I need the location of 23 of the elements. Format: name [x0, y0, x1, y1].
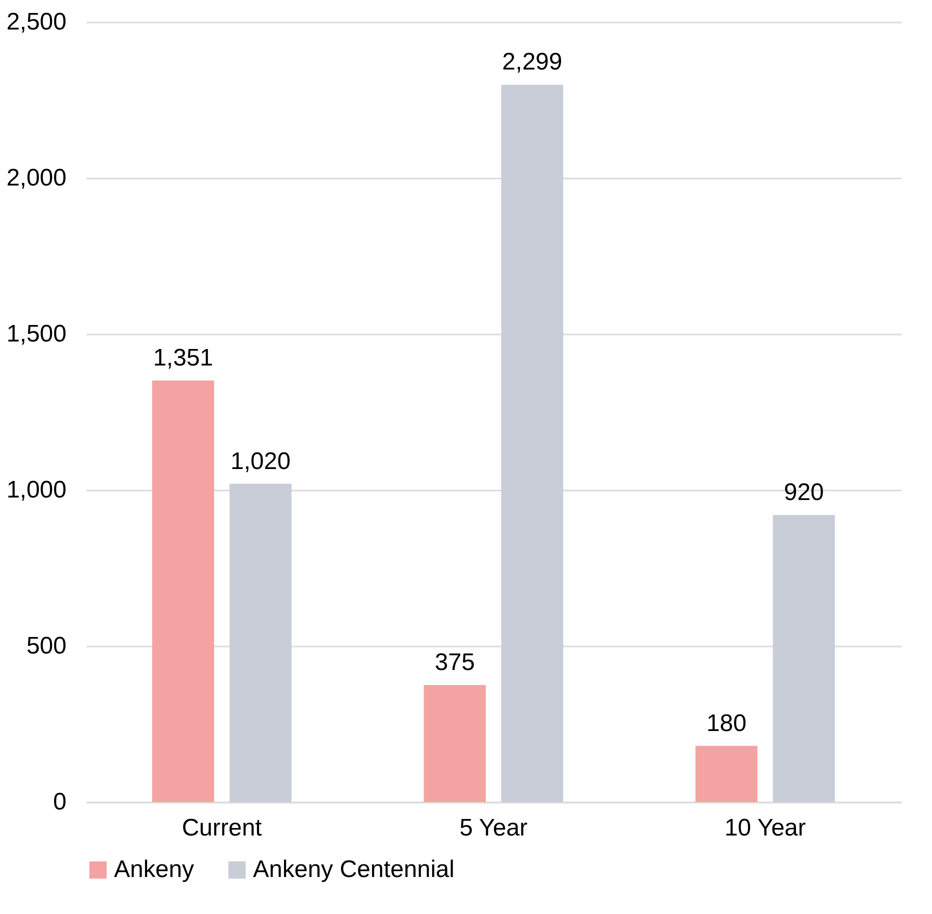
y-tick-label: 2,500	[6, 8, 66, 36]
data-label: 180	[706, 710, 746, 737]
bar	[772, 514, 835, 802]
bar	[230, 484, 292, 802]
data-label: 2,299	[502, 48, 562, 76]
data-label: 1,020	[230, 448, 291, 475]
bar	[424, 685, 486, 802]
data-label: 920	[784, 478, 824, 506]
data-label: 375	[434, 649, 475, 676]
x-tick-label: Current	[182, 814, 262, 842]
y-tick-label: 2,000	[6, 164, 66, 192]
bar	[152, 380, 214, 802]
y-tick-label: 1,500	[6, 320, 66, 348]
legend-label: Ankeny	[114, 856, 194, 883]
x-tick-label: 5 Year	[459, 814, 528, 842]
y-tick-label: 500	[26, 632, 66, 660]
data-label: 1,351	[153, 344, 214, 372]
x-tick-label: 10 Year	[724, 814, 806, 842]
y-tick-label: 0	[53, 788, 66, 816]
legend-label: Ankeny Centennial	[253, 856, 454, 883]
bar	[695, 746, 758, 802]
y-tick-label: 1,000	[6, 476, 66, 504]
bar	[501, 84, 564, 802]
